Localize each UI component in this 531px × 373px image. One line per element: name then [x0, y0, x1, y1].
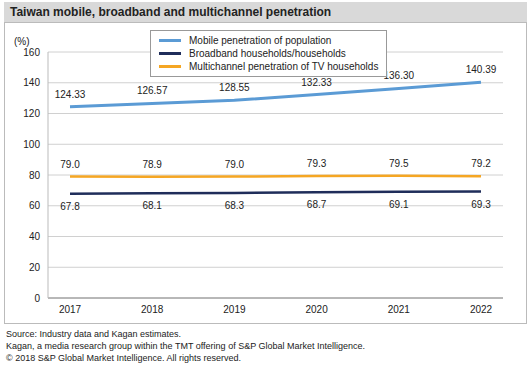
svg-text:79.0: 79.0: [225, 159, 245, 170]
svg-text:79.5: 79.5: [389, 158, 409, 169]
html-text:Taiwan mobile, broadband and m: Taiwan mobile, broadband and multichanne…: [10, 5, 332, 19]
svg-text:100: 100: [23, 139, 40, 150]
svg-text:160: 160: [23, 47, 40, 58]
svg-text:2018: 2018: [141, 304, 164, 315]
svg-text:68.3: 68.3: [225, 200, 245, 211]
svg-text:128.55: 128.55: [219, 82, 250, 93]
html-text:Source: Industry data and Kaga: Source: Industry data and Kagan estimate…: [6, 329, 182, 339]
svg-text:69.1: 69.1: [389, 199, 409, 210]
svg-text:140: 140: [23, 77, 40, 88]
html-text:Multichannel penetration of TV: Multichannel penetration of TV household…: [189, 61, 379, 72]
svg-text:69.3: 69.3: [471, 199, 491, 210]
svg-text:2022: 2022: [470, 304, 493, 315]
svg-text:126.57: 126.57: [137, 85, 168, 96]
svg-text:2019: 2019: [223, 304, 246, 315]
svg-text:2017: 2017: [59, 304, 82, 315]
svg-text:80: 80: [29, 170, 41, 181]
svg-text:0: 0: [34, 293, 40, 304]
svg-text:20: 20: [29, 262, 41, 273]
html-text:Kagan, a media research group: Kagan, a media research group within the…: [6, 341, 365, 351]
svg-text:136.30: 136.30: [384, 70, 415, 81]
html-text:Mobile penetration of populati: Mobile penetration of population: [189, 35, 332, 46]
html-text:Broadband households/household: Broadband households/households: [189, 48, 346, 59]
svg-text:120: 120: [23, 108, 40, 119]
svg-text:140.39: 140.39: [466, 64, 497, 75]
svg-text:79.2: 79.2: [471, 158, 491, 169]
svg-text:67.8: 67.8: [60, 201, 80, 212]
svg-text:79.0: 79.0: [60, 159, 80, 170]
svg-text:60: 60: [29, 200, 41, 211]
svg-text:2021: 2021: [388, 304, 411, 315]
svg-text:78.9: 78.9: [142, 159, 162, 170]
svg-text:132.33: 132.33: [301, 77, 332, 88]
svg-text:40: 40: [29, 231, 41, 242]
svg-text:79.3: 79.3: [307, 158, 327, 169]
html-text:© 2018 S&P Global Market Intel: © 2018 S&P Global Market Intelligence. A…: [6, 353, 242, 363]
svg-text:68.1: 68.1: [142, 200, 162, 211]
svg-text:68.7: 68.7: [307, 199, 327, 210]
svg-text:124.33: 124.33: [55, 89, 86, 100]
svg-text:2020: 2020: [305, 304, 328, 315]
